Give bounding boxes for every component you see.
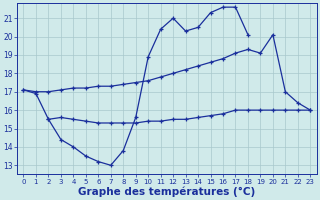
X-axis label: Graphe des températures (°C): Graphe des températures (°C) [78,186,256,197]
